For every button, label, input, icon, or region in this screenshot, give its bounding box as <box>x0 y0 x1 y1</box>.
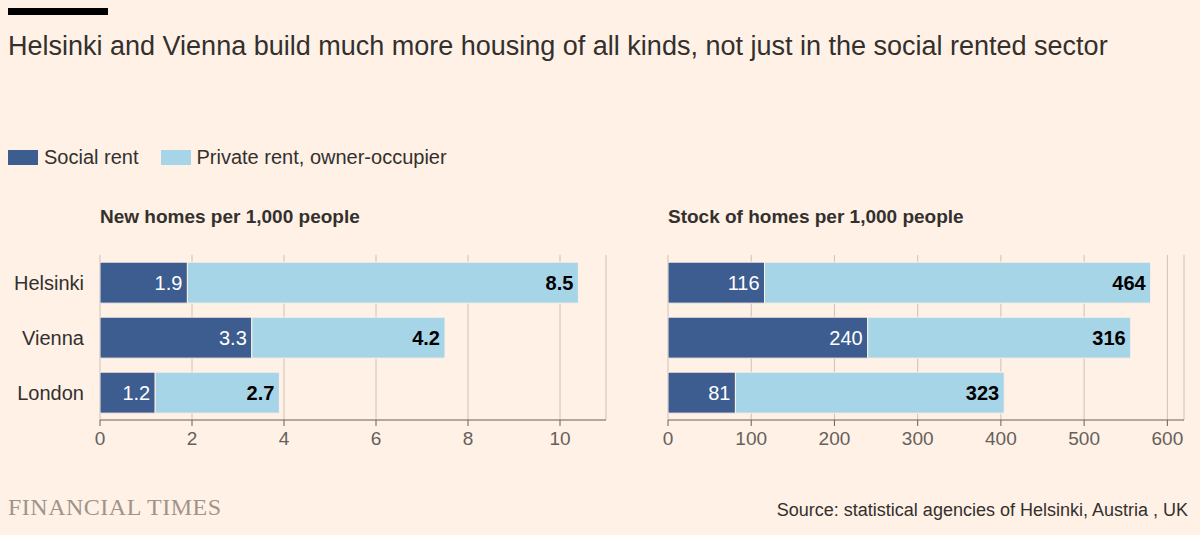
svg-text:6: 6 <box>371 428 382 449</box>
svg-text:London: London <box>17 382 84 404</box>
svg-text:100: 100 <box>735 428 767 449</box>
svg-text:1.2: 1.2 <box>122 382 150 404</box>
svg-text:81: 81 <box>708 382 730 404</box>
svg-text:316: 316 <box>1092 327 1125 349</box>
svg-text:Helsinki: Helsinki <box>14 272 84 294</box>
svg-text:4: 4 <box>279 428 290 449</box>
svg-text:464: 464 <box>1112 272 1146 294</box>
html-text:Social rent: Social rent <box>44 146 139 168</box>
svg-text:2: 2 <box>187 428 198 449</box>
svg-text:500: 500 <box>1068 428 1100 449</box>
svg-text:10: 10 <box>549 428 570 449</box>
svg-text:Vienna: Vienna <box>22 327 85 349</box>
svg-text:0: 0 <box>663 428 674 449</box>
html-text:Private rent, owner-occupier: Private rent, owner-occupier <box>196 146 447 168</box>
html-text:New homes per 1,000 people: New homes per 1,000 people <box>100 206 360 227</box>
html-text:Helsinki and Vienna build much: Helsinki and Vienna build much more hous… <box>8 31 1108 61</box>
svg-text:240: 240 <box>829 327 862 349</box>
svg-text:116: 116 <box>728 272 760 294</box>
svg-text:8.5: 8.5 <box>546 272 574 294</box>
svg-text:323: 323 <box>966 382 999 404</box>
html-text:FINANCIAL TIMES: FINANCIAL TIMES <box>8 494 222 520</box>
html-text:Stock of homes per 1,000 peopl: Stock of homes per 1,000 people <box>668 206 964 227</box>
svg-text:8: 8 <box>463 428 474 449</box>
svg-text:1.9: 1.9 <box>155 272 183 294</box>
svg-text:400: 400 <box>985 428 1017 449</box>
svg-text:300: 300 <box>902 428 934 449</box>
svg-text:4.2: 4.2 <box>412 327 440 349</box>
svg-text:2.7: 2.7 <box>247 382 275 404</box>
svg-text:200: 200 <box>819 428 851 449</box>
html-text:Source: statistical agencies o: Source: statistical agencies of Helsinki… <box>776 500 1188 520</box>
svg-text:600: 600 <box>1152 428 1184 449</box>
svg-text:0: 0 <box>95 428 106 449</box>
svg-text:3.3: 3.3 <box>219 327 247 349</box>
